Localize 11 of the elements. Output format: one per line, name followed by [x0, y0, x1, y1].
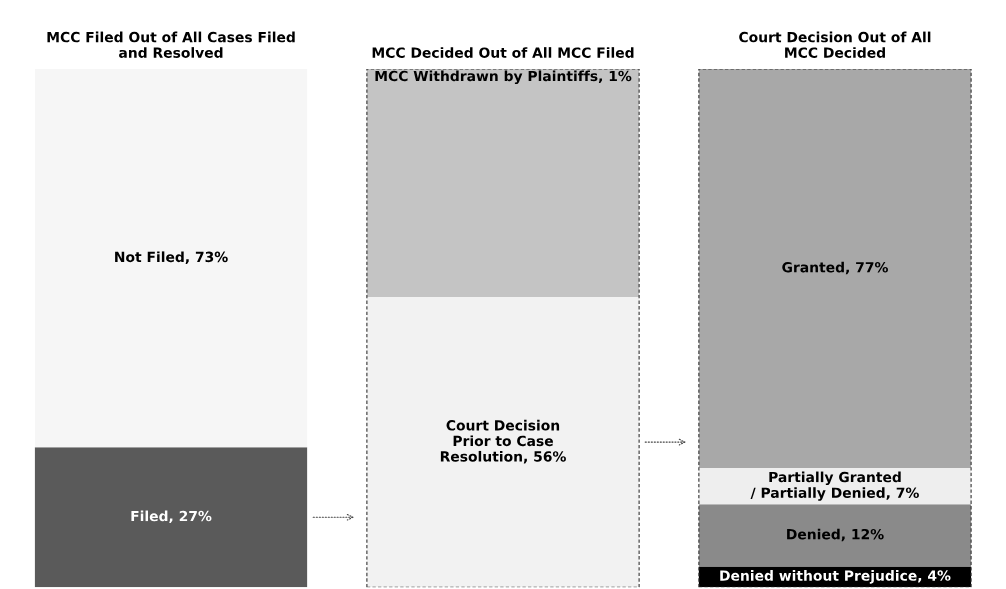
data-label: Denied, 12% — [787, 528, 884, 542]
data-label: Granted, 77% — [782, 261, 888, 275]
data-label: Filed, 27% — [131, 510, 212, 524]
data-label: Partially Granted / Partially Denied, 7% — [750, 471, 919, 501]
data-label: Denied without Prejudice, 4% — [720, 570, 951, 584]
x-tick-label: MCC Filed Out of All Cases Filed and Resolved — [47, 31, 295, 58]
x-tick-label: Court Decision Out of All MCC Decided — [739, 31, 931, 58]
data-label: MCC Withdrawn by Plaintiffs, 1% — [375, 70, 632, 85]
x-tick-label: MCC Decided Out of All MCC Filed — [372, 47, 634, 58]
data-label: Not Filed, 73% — [115, 251, 228, 264]
data-label: Court Decision Prior to Case Resolution, 56% — [440, 419, 566, 464]
